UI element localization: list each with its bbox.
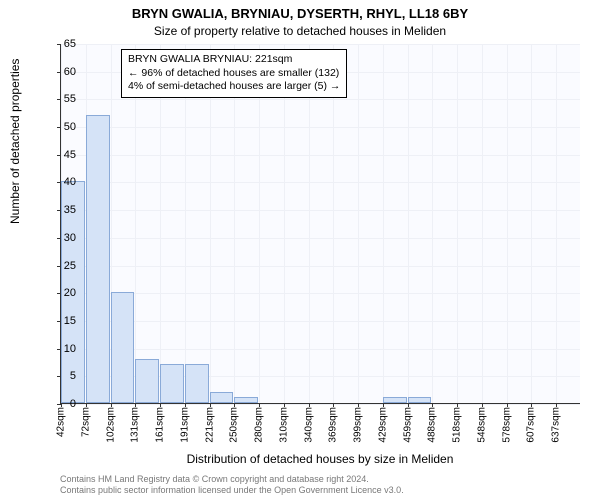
x-tick-label: 578sqm — [501, 407, 512, 443]
annotation-box: BRYN GWALIA BRYNIAU: 221sqm ← 96% of det… — [121, 49, 347, 98]
y-tick-label: 45 — [42, 149, 76, 161]
y-tick-label: 40 — [42, 176, 76, 188]
y-tick-label: 30 — [42, 232, 76, 244]
x-tick-label: 548sqm — [476, 407, 487, 443]
histogram-bar — [185, 364, 209, 403]
annotation-line2: ← 96% of detached houses are smaller (13… — [128, 67, 340, 81]
histogram-bar — [111, 292, 135, 403]
chart-title-main: BRYN GWALIA, BRYNIAU, DYSERTH, RHYL, LL1… — [0, 6, 600, 21]
x-tick-label: 42sqm — [56, 407, 67, 437]
gridline-v — [556, 44, 557, 403]
plot-area: 42sqm72sqm102sqm131sqm161sqm191sqm221sqm… — [60, 44, 580, 404]
x-axis-label: Distribution of detached houses by size … — [60, 452, 580, 466]
histogram-bar — [234, 397, 258, 403]
histogram-bar — [383, 397, 407, 403]
x-tick-label: 102sqm — [105, 407, 116, 443]
gridline-h — [61, 44, 580, 45]
gridline-h — [61, 321, 580, 322]
gridline-h — [61, 210, 580, 211]
gridline-v — [432, 44, 433, 403]
x-tick-label: 191sqm — [179, 407, 190, 443]
x-tick-label: 72sqm — [80, 407, 91, 437]
y-tick-label: 20 — [42, 287, 76, 299]
footer-line1: Contains HM Land Registry data © Crown c… — [60, 474, 404, 485]
gridline-h — [61, 404, 580, 405]
x-tick-label: 637sqm — [551, 407, 562, 443]
histogram-bar — [86, 115, 110, 403]
chart-container: BRYN GWALIA, BRYNIAU, DYSERTH, RHYL, LL1… — [0, 0, 600, 500]
gridline-v — [457, 44, 458, 403]
y-tick-label: 65 — [42, 38, 76, 50]
x-tick-label: 250sqm — [229, 407, 240, 443]
x-tick-label: 459sqm — [402, 407, 413, 443]
x-tick-label: 369sqm — [328, 407, 339, 443]
gridline-v — [358, 44, 359, 403]
x-tick-label: 340sqm — [303, 407, 314, 443]
histogram-bar — [408, 397, 432, 403]
footer-attribution: Contains HM Land Registry data © Crown c… — [60, 474, 404, 496]
chart-title-sub: Size of property relative to detached ho… — [0, 24, 600, 38]
y-tick-label: 60 — [42, 66, 76, 78]
y-tick-label: 10 — [42, 343, 76, 355]
y-tick-label: 35 — [42, 204, 76, 216]
gridline-v — [482, 44, 483, 403]
gridline-h — [61, 127, 580, 128]
footer-line2: Contains public sector information licen… — [60, 485, 404, 496]
x-tick-label: 310sqm — [278, 407, 289, 443]
x-tick-label: 161sqm — [155, 407, 166, 443]
gridline-h — [61, 293, 580, 294]
y-tick-label: 0 — [42, 398, 76, 410]
gridline-h — [61, 182, 580, 183]
gridline-v — [531, 44, 532, 403]
y-tick-label: 55 — [42, 93, 76, 105]
gridline-v — [507, 44, 508, 403]
histogram-bar — [135, 359, 159, 403]
x-tick-label: 518sqm — [452, 407, 463, 443]
x-tick-label: 429sqm — [377, 407, 388, 443]
gridline-h — [61, 349, 580, 350]
histogram-bar — [160, 364, 184, 403]
gridline-h — [61, 238, 580, 239]
x-tick-label: 399sqm — [353, 407, 364, 443]
y-tick-label: 15 — [42, 315, 76, 327]
x-tick-label: 280sqm — [254, 407, 265, 443]
y-tick-label: 5 — [42, 370, 76, 382]
y-tick-label: 50 — [42, 121, 76, 133]
gridline-h — [61, 266, 580, 267]
x-tick-label: 221sqm — [204, 407, 215, 443]
x-tick-label: 131sqm — [130, 407, 141, 443]
y-axis-label: Number of detached properties — [8, 59, 22, 224]
x-tick-label: 607sqm — [526, 407, 537, 443]
annotation-line3: 4% of semi-detached houses are larger (5… — [128, 80, 340, 94]
gridline-h — [61, 155, 580, 156]
annotation-line1: BRYN GWALIA BRYNIAU: 221sqm — [128, 53, 340, 67]
gridline-v — [383, 44, 384, 403]
gridline-h — [61, 99, 580, 100]
x-tick-label: 488sqm — [427, 407, 438, 443]
gridline-v — [408, 44, 409, 403]
y-tick-label: 25 — [42, 260, 76, 272]
histogram-bar — [210, 392, 234, 403]
